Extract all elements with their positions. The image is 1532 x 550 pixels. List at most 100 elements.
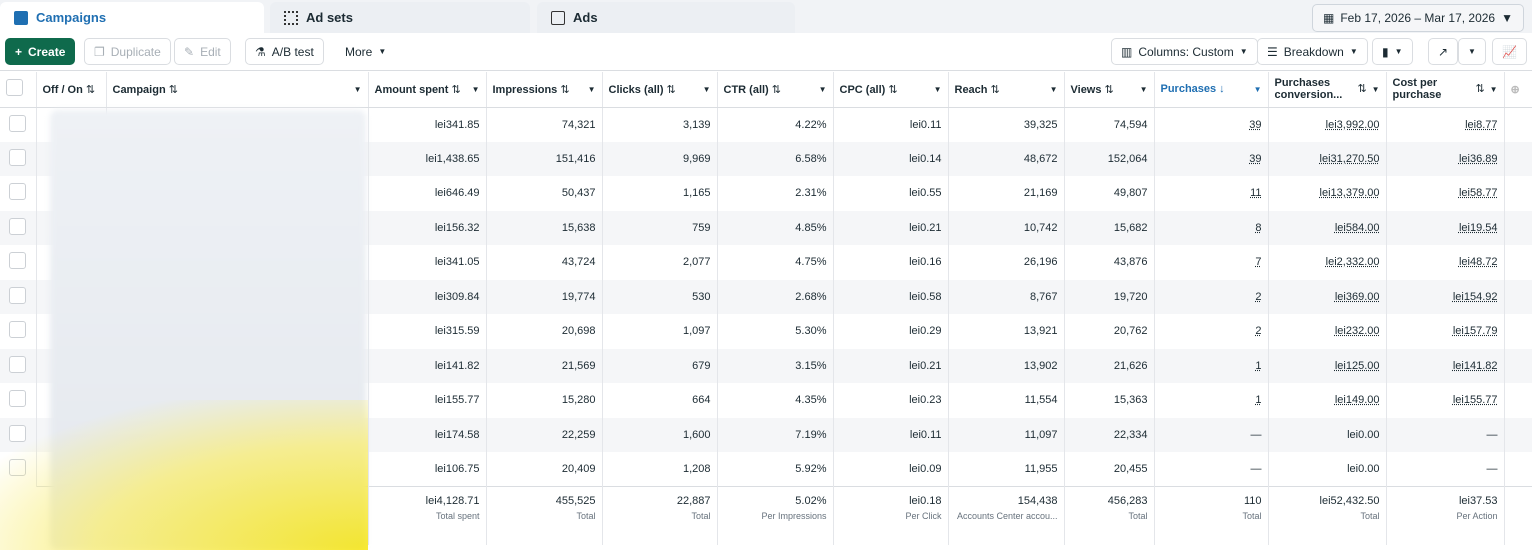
columns-button[interactable]: ▥ Columns: Custom ▼ <box>1111 38 1258 65</box>
cell: — <box>1386 417 1505 452</box>
cell: 6.58% <box>717 141 834 176</box>
sort-icon[interactable]: ⇅ <box>168 83 178 96</box>
column-header[interactable]: Campaign ⇅ ▼ <box>106 72 369 108</box>
row-checkbox[interactable] <box>0 245 37 280</box>
cell[interactable]: lei36.89 <box>1386 141 1505 176</box>
row-checkbox[interactable] <box>0 279 37 314</box>
cell[interactable]: 39 <box>1154 107 1269 142</box>
column-header[interactable]: Clicks (all) ⇅ ▼ <box>602 72 718 108</box>
cell[interactable]: lei155.77 <box>1386 383 1505 418</box>
cell[interactable]: 2 <box>1154 314 1269 349</box>
breakdown-button[interactable]: ☰ Breakdown ▼ <box>1257 38 1368 65</box>
duplicate-button[interactable]: ❐ Duplicate <box>84 38 171 65</box>
cell: 43,724 <box>486 245 603 280</box>
cell[interactable]: 1 <box>1154 348 1269 383</box>
cell[interactable]: lei141.82 <box>1386 348 1505 383</box>
cell[interactable]: lei125.00 <box>1268 348 1387 383</box>
export-dropdown[interactable]: ▼ <box>1458 38 1486 65</box>
cell[interactable]: lei31,270.50 <box>1268 141 1387 176</box>
calendar-icon: ▦ <box>1322 11 1335 25</box>
cell[interactable]: lei369.00 <box>1268 279 1387 314</box>
sort-icon[interactable]: ⇅ <box>666 83 676 96</box>
column-header[interactable]: Purchases ↓ ▼ <box>1154 72 1269 108</box>
cell: 21,569 <box>486 348 603 383</box>
sort-icon[interactable]: ⇅ <box>451 83 461 96</box>
create-button[interactable]: + Create <box>5 38 76 65</box>
chevron-down-icon[interactable]: ▼ <box>587 85 596 94</box>
cell: 50,437 <box>486 176 603 211</box>
chevron-down-icon[interactable]: ▼ <box>818 85 827 94</box>
row-checkbox[interactable] <box>0 141 37 176</box>
more-button[interactable]: More ▼ <box>335 38 397 65</box>
row-checkbox[interactable] <box>0 210 37 245</box>
sort-icon[interactable]: ⇅ <box>560 83 570 96</box>
sort-icon[interactable]: ↓ <box>1219 83 1225 96</box>
cell[interactable]: 7 <box>1154 245 1269 280</box>
tab-ads[interactable]: Ads <box>537 2 795 33</box>
column-header[interactable]: Amount spent ⇅ ▼ <box>368 72 487 108</box>
column-header[interactable]: Impressions ⇅ ▼ <box>486 72 603 108</box>
tab-ad-sets[interactable]: Ad sets <box>270 2 530 33</box>
column-header[interactable]: Views ⇅ ▼ <box>1064 72 1155 108</box>
edit-button[interactable]: ✎ Edit <box>174 38 231 65</box>
chevron-down-icon[interactable]: ▼ <box>471 85 480 94</box>
cell[interactable]: lei157.79 <box>1386 314 1505 349</box>
column-header[interactable]: Purchases conversion...⇅ ▼ <box>1268 72 1387 108</box>
chart-button[interactable]: 📈 <box>1492 38 1527 65</box>
add-column-icon[interactable]: ⊕ <box>1504 72 1532 108</box>
cell[interactable]: lei13,379.00 <box>1268 176 1387 211</box>
chevron-down-icon[interactable]: ▼ <box>1371 85 1380 94</box>
ab-test-button[interactable]: ⚗ A/B test <box>245 38 324 65</box>
column-header[interactable]: CTR (all) ⇅ ▼ <box>717 72 834 108</box>
chevron-down-icon[interactable]: ▼ <box>1139 85 1148 94</box>
chevron-down-icon[interactable]: ▼ <box>1049 85 1058 94</box>
cell: 49,807 <box>1064 176 1155 211</box>
chevron-down-icon[interactable]: ▼ <box>1253 85 1262 94</box>
select-all-checkbox[interactable] <box>0 72 37 108</box>
cell[interactable]: lei154.92 <box>1386 279 1505 314</box>
export-button[interactable]: ↗ <box>1428 38 1459 65</box>
chevron-down-icon[interactable]: ▼ <box>702 85 711 94</box>
cell[interactable]: 8 <box>1154 210 1269 245</box>
sort-icon[interactable]: ⇅ <box>85 83 96 96</box>
reports-button[interactable]: ▮ ▼ <box>1372 38 1413 65</box>
cell[interactable]: lei3,992.00 <box>1268 107 1387 142</box>
chevron-down-icon[interactable]: ▼ <box>1489 85 1498 94</box>
sort-icon[interactable]: ⇅ <box>771 83 781 96</box>
row-checkbox[interactable] <box>0 348 37 383</box>
cell[interactable]: 1 <box>1154 383 1269 418</box>
cell[interactable]: lei19.54 <box>1386 210 1505 245</box>
chevron-down-icon[interactable]: ▼ <box>353 85 362 94</box>
column-header[interactable]: Cost per purchase⇅ ▼ <box>1386 72 1505 108</box>
row-checkbox[interactable] <box>0 107 37 142</box>
cell[interactable]: lei232.00 <box>1268 314 1387 349</box>
cell[interactable]: 11 <box>1154 176 1269 211</box>
cell[interactable]: lei149.00 <box>1268 383 1387 418</box>
cell[interactable]: 39 <box>1154 141 1269 176</box>
columns-icon: ▥ <box>1121 44 1133 59</box>
cell: 664 <box>602 383 718 418</box>
row-checkbox[interactable] <box>0 314 37 349</box>
tab-campaigns[interactable]: Campaigns <box>0 2 264 33</box>
date-range-picker[interactable]: ▦ Feb 17, 2026 – Mar 17, 2026 ▼ <box>1311 4 1524 32</box>
chevron-down-icon[interactable]: ▼ <box>933 85 942 94</box>
column-header[interactable]: Off / On ⇅ <box>36 72 107 108</box>
total-cell: 456,283 Total <box>1064 486 1155 545</box>
cell[interactable]: lei2,332.00 <box>1268 245 1387 280</box>
pencil-icon: ✎ <box>184 44 195 59</box>
sort-icon[interactable]: ⇅ <box>1357 83 1367 96</box>
row-checkbox[interactable] <box>0 176 37 211</box>
cell[interactable]: lei8.77 <box>1386 107 1505 142</box>
sort-icon[interactable]: ⇅ <box>1104 83 1114 96</box>
cell: lei0.11 <box>833 417 949 452</box>
sort-icon[interactable]: ⇅ <box>888 83 898 96</box>
column-header[interactable]: Reach ⇅ ▼ <box>948 72 1065 108</box>
cell: 13,902 <box>948 348 1065 383</box>
column-header[interactable]: CPC (all) ⇅ ▼ <box>833 72 949 108</box>
sort-icon[interactable]: ⇅ <box>1475 83 1485 96</box>
sort-icon[interactable]: ⇅ <box>990 83 1000 96</box>
cell[interactable]: 2 <box>1154 279 1269 314</box>
cell[interactable]: lei48.72 <box>1386 245 1505 280</box>
cell[interactable]: lei584.00 <box>1268 210 1387 245</box>
cell[interactable]: lei58.77 <box>1386 176 1505 211</box>
